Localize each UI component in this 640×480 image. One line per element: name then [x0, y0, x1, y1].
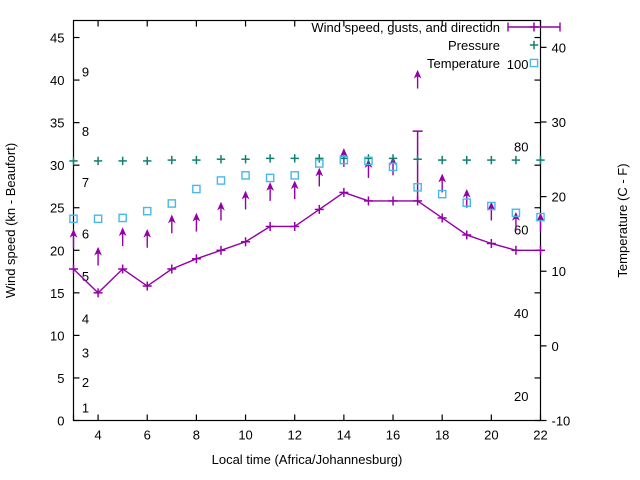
fahrenheit-label: 100	[507, 57, 529, 72]
legend-pressure-label: Pressure	[448, 38, 500, 53]
legend-wind-label: Wind speed, gusts, and direction	[311, 20, 500, 35]
y-tick-label: 45	[50, 31, 64, 46]
wind-direction-arrow-head	[315, 167, 324, 177]
wind-direction-arrow-head	[69, 228, 78, 238]
wind-direction-arrow-head	[462, 188, 471, 198]
temperature-point	[241, 171, 250, 180]
temperature-point	[69, 214, 78, 224]
temperature-point	[437, 189, 447, 199]
x-axis-title: Local time (Africa/Johannesburg)	[212, 452, 403, 467]
y2-tick-label: -10	[552, 414, 571, 429]
beaufort-label: 9	[82, 65, 89, 80]
fahrenheit-label: 40	[514, 306, 528, 321]
fahrenheit-label: 20	[514, 389, 528, 404]
temperature-point	[314, 159, 324, 168]
y2-tick-label: 0	[552, 339, 559, 354]
beaufort-label: 4	[82, 311, 89, 326]
beaufort-label: 1	[82, 401, 89, 416]
y-tick-label: 25	[50, 201, 64, 216]
x-tick-label: 4	[94, 428, 101, 443]
x-tick-label: 12	[287, 428, 301, 443]
fahrenheit-label: 60	[514, 222, 528, 237]
y-tick-label: 20	[50, 243, 64, 258]
temperature-point	[142, 206, 152, 216]
temperature-point	[118, 213, 127, 223]
wind-direction-arrow-head	[94, 246, 102, 256]
beaufort-label: 5	[82, 269, 89, 284]
temperature-point	[192, 184, 201, 194]
temperature-point	[487, 201, 496, 211]
x-tick-label: 14	[337, 428, 351, 443]
wind-direction-arrow-head	[339, 148, 348, 157]
wind-direction-arrow-head	[536, 212, 545, 222]
wind-direction-arrow-head	[413, 69, 422, 79]
x-tick-label: 16	[386, 428, 400, 443]
fahrenheit-label: 80	[514, 140, 528, 155]
y2-axis-title: Temperature (C - F)	[615, 163, 630, 277]
y-tick-label: 35	[50, 116, 64, 131]
temperature-point	[413, 183, 422, 192]
beaufort-label: 3	[82, 345, 89, 360]
temperature-point	[388, 162, 398, 172]
x-tick-label: 8	[193, 428, 200, 443]
y-tick-label: 10	[50, 328, 64, 343]
y-tick-label: 40	[50, 73, 64, 88]
wind-direction-arrow-head	[192, 212, 201, 222]
wind-direction-arrow-head	[118, 227, 127, 236]
beaufort-label: 8	[82, 124, 89, 139]
wind-direction-arrow-head	[438, 173, 447, 183]
y2-tick-label: 10	[552, 264, 566, 279]
y-tick-label: 30	[50, 158, 64, 173]
wind-direction-arrow-head	[143, 228, 152, 238]
x-tick-label: 20	[484, 428, 498, 443]
wind-direction-arrow-head	[167, 214, 176, 224]
x-tick-label: 22	[533, 428, 547, 443]
beaufort-label: 7	[82, 175, 89, 190]
y2-tick-label: 30	[552, 115, 566, 130]
x-tick-label: 18	[435, 428, 449, 443]
wind-direction-arrow-head	[487, 201, 496, 211]
temperature-point	[536, 212, 545, 222]
wind-direction-arrow-head	[217, 201, 225, 211]
temperature-point	[462, 198, 472, 207]
temperature-point	[167, 199, 177, 208]
y-tick-label: 15	[50, 286, 64, 301]
wind-direction-arrow-head	[290, 180, 299, 190]
wind-speed-line	[73, 191, 541, 294]
temperature-point	[265, 173, 275, 183]
beaufort-label: 6	[82, 226, 89, 241]
x-tick-label: 6	[144, 428, 151, 443]
y-tick-label: 0	[57, 414, 64, 429]
temperature-point	[511, 208, 521, 218]
x-tick-label: 10	[238, 428, 252, 443]
temperature-point	[339, 155, 349, 165]
wind-direction-arrow-head	[266, 182, 275, 191]
y-axis-title: Wind speed (kn - Beaufort)	[3, 143, 18, 298]
y2-tick-label: 20	[552, 190, 566, 205]
temperature-point	[93, 214, 103, 224]
legend-temperature-label: Temperature	[427, 56, 500, 71]
temperature-point	[290, 171, 300, 180]
y-tick-label: 5	[57, 371, 64, 386]
temperature-point	[216, 176, 226, 185]
legend-temperature-swatch	[529, 58, 539, 68]
wind-direction-arrow-head	[241, 190, 250, 200]
temperature-point	[364, 156, 373, 166]
y2-tick-label: 40	[552, 40, 566, 55]
beaufort-label: 2	[82, 375, 89, 390]
plot-border	[72, 19, 542, 422]
